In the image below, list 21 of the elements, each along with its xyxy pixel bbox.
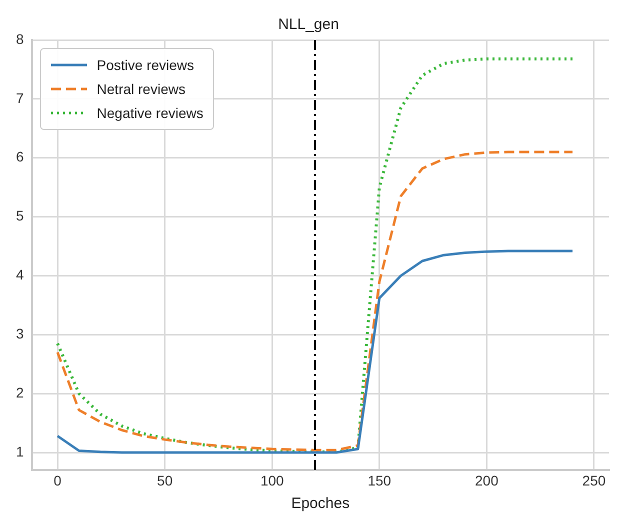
x-tick-label: 0: [54, 472, 62, 488]
x-tick-label: 200: [475, 472, 499, 488]
x-tick-label: 50: [157, 472, 173, 488]
y-tick-label: 2: [16, 384, 24, 400]
line-series: [56, 150, 574, 452]
legend-label: Postive reviews: [96, 57, 194, 73]
x-tick-label: 150: [368, 472, 392, 488]
y-tick-label: 3: [16, 326, 24, 342]
y-tick-label: 1: [16, 443, 24, 460]
x-axis-title: Epoches: [291, 495, 350, 512]
y-tick-label: 4: [16, 266, 24, 283]
x-tick-label: 250: [582, 472, 606, 488]
legend-label: Negative reviews: [96, 105, 204, 121]
y-tick-label: 7: [16, 90, 24, 106]
legend-label: Netral reviews: [96, 81, 186, 97]
y-tick-label: 8: [16, 30, 24, 47]
y-tick-label: 6: [16, 148, 24, 165]
line-series: [56, 57, 574, 454]
chart-title: NLL_gen: [278, 16, 339, 34]
x-tick-label: 100: [260, 472, 284, 488]
y-tick-label: 5: [16, 208, 24, 224]
